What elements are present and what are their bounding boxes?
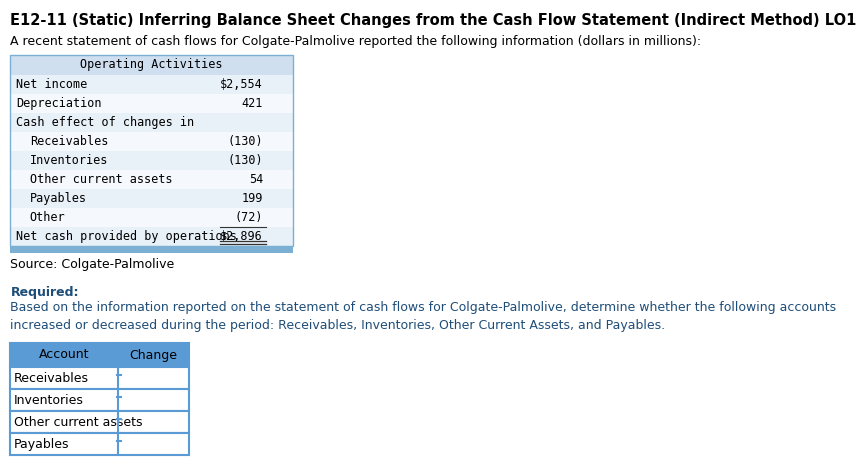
Text: Operating Activities: Operating Activities <box>80 59 223 71</box>
Text: 199: 199 <box>241 192 263 205</box>
Text: E12-11 (Static) Inferring Balance Sheet Changes from the Cash Flow Statement (In: E12-11 (Static) Inferring Balance Sheet … <box>10 13 856 28</box>
Text: (130): (130) <box>228 135 263 148</box>
Text: Payables: Payables <box>30 192 86 205</box>
Text: Receivables: Receivables <box>30 135 108 148</box>
Text: Net cash provided by operations: Net cash provided by operations <box>16 230 237 243</box>
FancyBboxPatch shape <box>10 55 293 75</box>
FancyBboxPatch shape <box>10 113 293 132</box>
FancyBboxPatch shape <box>10 208 293 227</box>
Text: A recent statement of cash flows for Colgate-Palmolive reported the following in: A recent statement of cash flows for Col… <box>10 35 702 48</box>
Text: Required:: Required: <box>10 286 79 299</box>
FancyBboxPatch shape <box>10 75 293 94</box>
Text: Net income: Net income <box>16 78 87 91</box>
Text: Inventories: Inventories <box>14 394 84 406</box>
Text: Inventories: Inventories <box>30 154 108 167</box>
FancyBboxPatch shape <box>10 151 293 170</box>
Text: Based on the information reported on the statement of cash flows for Colgate-Pal: Based on the information reported on the… <box>10 301 836 332</box>
Text: Account: Account <box>39 349 90 361</box>
Text: $2,896: $2,896 <box>220 230 263 243</box>
Text: Source: Colgate-Palmolive: Source: Colgate-Palmolive <box>10 258 175 271</box>
Text: Other current assets: Other current assets <box>14 415 143 429</box>
FancyBboxPatch shape <box>10 389 188 411</box>
Text: (72): (72) <box>235 211 263 224</box>
FancyBboxPatch shape <box>10 411 188 433</box>
Text: Receivables: Receivables <box>14 371 89 385</box>
FancyBboxPatch shape <box>10 132 293 151</box>
FancyBboxPatch shape <box>10 343 188 367</box>
Text: Cash effect of changes in: Cash effect of changes in <box>16 116 194 129</box>
FancyBboxPatch shape <box>10 94 293 113</box>
FancyBboxPatch shape <box>10 246 293 253</box>
Text: $2,554: $2,554 <box>220 78 263 91</box>
FancyBboxPatch shape <box>10 433 188 455</box>
Text: 421: 421 <box>241 97 263 110</box>
Text: Payables: Payables <box>14 438 69 450</box>
FancyBboxPatch shape <box>10 170 293 189</box>
Text: Change: Change <box>129 349 177 361</box>
FancyBboxPatch shape <box>10 367 188 389</box>
Text: Other current assets: Other current assets <box>30 173 172 186</box>
FancyBboxPatch shape <box>10 227 293 246</box>
Text: Depreciation: Depreciation <box>16 97 102 110</box>
Text: Other: Other <box>30 211 65 224</box>
FancyBboxPatch shape <box>10 189 293 208</box>
Text: 54: 54 <box>249 173 263 186</box>
Text: (130): (130) <box>228 154 263 167</box>
